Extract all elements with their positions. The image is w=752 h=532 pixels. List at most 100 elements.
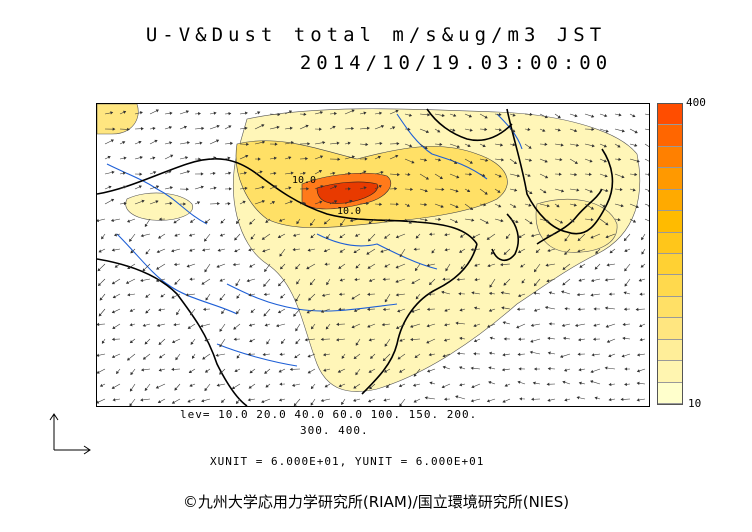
wind-vector-head: [355, 265, 359, 269]
wind-vector-head: [290, 141, 294, 145]
wind-vector-head: [503, 337, 507, 341]
wind-vector-head: [235, 283, 239, 287]
wind-vector-head: [97, 322, 100, 327]
wind-vector-head: [279, 253, 283, 257]
wind-vector-head: [355, 372, 359, 376]
wind-vector-head: [234, 369, 238, 373]
wind-vector-head: [140, 127, 144, 131]
wind-vector-head: [624, 268, 628, 272]
wind-vector-head: [425, 129, 430, 134]
wind-vector-head: [577, 352, 581, 356]
dust-area-peak: [316, 181, 378, 204]
wind-vector-head: [623, 237, 627, 242]
wind-vector-head: [429, 232, 432, 236]
contour-levels-line1: lev= 10.0 20.0 40.0 60.0 100. 150. 200.: [180, 408, 478, 421]
wind-vector-head: [261, 124, 265, 128]
colorbar: [657, 103, 683, 405]
wind-vector-head: [377, 155, 381, 159]
wind-vector-head: [512, 143, 516, 147]
colorbar-step: [658, 275, 682, 297]
wind-vector-head: [125, 280, 130, 284]
wind-vector-head: [111, 248, 115, 252]
wind-vector-head: [236, 310, 240, 315]
wind-vector-head: [336, 141, 340, 145]
wind-vector-head: [455, 189, 459, 193]
wind-vector-head: [158, 217, 162, 221]
wind-vector-head: [547, 351, 551, 355]
wind-vector-head: [620, 204, 624, 208]
wind-vector-head: [424, 202, 428, 207]
wind-vector-head: [558, 172, 562, 176]
wind-vector-head: [174, 233, 178, 237]
wind-vector-head: [278, 398, 283, 402]
wind-vector-head: [289, 126, 293, 130]
wind-vector-head: [261, 185, 265, 190]
wind-vector-head: [186, 141, 190, 145]
wind-vector-head: [234, 249, 238, 253]
wind-vector-head: [247, 398, 251, 402]
wind-vector-head: [440, 204, 444, 208]
wind-vector-head: [459, 366, 463, 370]
colorbar-step: [658, 296, 682, 319]
wind-vector-head: [381, 322, 385, 327]
wind-vector-head: [576, 396, 580, 400]
wind-vector-head: [635, 205, 639, 209]
wind-vector-head: [530, 323, 534, 327]
wind-vector-head: [488, 351, 492, 355]
wind-vector-head: [108, 185, 112, 189]
wind-vector-head: [531, 397, 534, 401]
wind-vector-head: [187, 399, 191, 403]
wind-vector-head: [202, 356, 206, 360]
wind-vector-head: [641, 251, 645, 255]
wind-vector-head: [171, 367, 175, 372]
wind-vector-head: [363, 170, 367, 174]
wind-vector-head: [500, 291, 504, 295]
wind-vector-head: [488, 308, 492, 312]
wind-vector-head: [395, 279, 399, 283]
wind-vector-head: [395, 109, 399, 113]
wind-vector-head: [324, 384, 328, 388]
wind-vector-head: [101, 340, 105, 344]
coastline-japan-sea: [506, 108, 614, 235]
wind-vector-head: [173, 220, 177, 224]
wind-vector-head: [295, 328, 299, 332]
wind-vector-head: [280, 295, 284, 299]
wind-vector-head: [123, 201, 127, 206]
wind-vector-head: [530, 233, 534, 238]
wind-vector-head: [604, 366, 608, 370]
wind-vector-head: [380, 170, 384, 175]
dust-area-low-west: [125, 192, 194, 221]
wind-vector-head: [590, 217, 594, 222]
wind-vector-head: [293, 403, 297, 406]
wind-vector-head: [232, 262, 236, 267]
wind-vector-head: [303, 112, 307, 116]
wind-vector-head: [512, 113, 516, 117]
wind-vector-head: [605, 235, 609, 239]
wind-vector-head: [544, 175, 549, 179]
wind-vector-head: [277, 310, 282, 314]
wind-vector-head: [310, 222, 313, 226]
wind-vector-head: [516, 307, 520, 311]
wind-vector-head: [116, 370, 120, 375]
wind-vector-head: [144, 387, 148, 391]
wind-vector-head: [98, 313, 102, 317]
colorbar-step: [658, 361, 682, 383]
wind-vector-head: [319, 127, 322, 131]
wind-vector-head: [220, 399, 225, 403]
wind-vector-head: [263, 292, 267, 297]
wind-vector-head: [290, 171, 294, 175]
wind-vector-head: [138, 185, 142, 189]
wind-vector-head: [351, 126, 355, 131]
wind-vector-head: [590, 235, 594, 239]
wind-vector-head: [517, 293, 522, 298]
wind-vector-head: [490, 251, 494, 255]
wind-vector-head: [606, 339, 610, 343]
wind-vector-head: [157, 400, 162, 404]
wind-vector-head: [173, 322, 177, 327]
wind-vector-head: [635, 307, 639, 312]
wind-vector-head: [562, 380, 566, 384]
wind-vector-head: [399, 403, 403, 406]
wind-vector-head: [112, 326, 116, 329]
wind-vector-head: [320, 337, 324, 342]
wind-vector-head: [234, 237, 238, 241]
